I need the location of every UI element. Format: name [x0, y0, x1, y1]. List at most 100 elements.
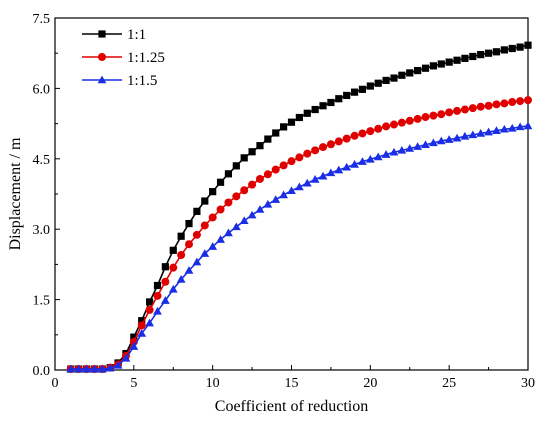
data-point — [201, 197, 209, 205]
data-point — [240, 154, 248, 162]
data-point — [516, 43, 524, 51]
data-point — [327, 98, 335, 107]
data-point — [177, 232, 185, 240]
data-point — [319, 102, 327, 110]
data-point — [350, 88, 359, 96]
data-point — [224, 170, 233, 178]
legend-item: 1:1 — [82, 27, 146, 43]
data-point — [160, 296, 170, 304]
data-point — [484, 101, 493, 110]
data-point — [397, 145, 407, 154]
data-point — [303, 149, 312, 158]
data-point — [271, 165, 280, 174]
legend-label: 1:1.25 — [127, 50, 165, 66]
data-point — [507, 123, 517, 132]
data-point — [365, 154, 375, 163]
data-point — [177, 251, 186, 260]
data-point — [272, 129, 280, 137]
series-line — [70, 125, 529, 370]
legend-item: 1:1.5 — [82, 73, 157, 89]
data-point — [382, 122, 391, 131]
data-point — [129, 342, 139, 350]
data-point — [500, 99, 509, 108]
data-point — [350, 131, 359, 140]
data-point — [153, 281, 162, 290]
data-point — [334, 165, 344, 174]
data-point — [468, 104, 477, 113]
data-point — [169, 263, 178, 272]
series-2 — [66, 121, 533, 373]
data-point — [452, 133, 462, 142]
data-point — [146, 298, 154, 306]
data-point — [445, 58, 453, 66]
data-point — [239, 216, 249, 225]
legend-marker — [98, 30, 106, 38]
x-tick-label: 5 — [130, 376, 137, 391]
data-point — [232, 192, 241, 201]
data-point — [271, 195, 281, 203]
data-point — [484, 49, 493, 57]
data-point — [335, 95, 343, 103]
data-point — [216, 205, 225, 214]
data-point — [193, 207, 201, 215]
data-point — [421, 140, 430, 149]
legend-label: 1:1.5 — [127, 73, 157, 89]
data-point — [66, 364, 76, 373]
data-point — [366, 82, 374, 90]
data-point — [524, 96, 532, 105]
data-point — [295, 113, 303, 122]
x-tick-label: 10 — [206, 376, 220, 391]
data-point — [200, 221, 209, 230]
data-point — [224, 228, 233, 237]
data-point — [161, 277, 170, 286]
axis-ticks: 0 5 10 15 20 25 30 0.0 1.5 3.0 4.5 6.0 7.5 — [33, 12, 536, 391]
data-point — [405, 144, 415, 152]
data-point — [208, 213, 217, 222]
data-point — [460, 131, 470, 140]
data-point — [342, 134, 351, 143]
y-tick-label: 4.5 — [33, 153, 51, 168]
data-point — [97, 364, 107, 373]
data-point — [436, 136, 446, 145]
data-point — [209, 188, 217, 196]
data-point — [185, 219, 193, 228]
data-point — [279, 190, 289, 199]
data-point — [74, 364, 84, 373]
data-point — [516, 97, 525, 106]
x-tick-label: 25 — [442, 376, 456, 391]
legend-marker — [97, 75, 107, 84]
y-tick-label: 0.0 — [33, 364, 51, 379]
data-point — [524, 41, 532, 49]
data-point — [311, 105, 319, 114]
data-point — [137, 328, 147, 337]
data-point — [318, 171, 328, 180]
data-point — [358, 85, 367, 93]
data-point — [82, 364, 91, 373]
data-point — [500, 46, 508, 54]
data-point — [476, 129, 486, 137]
y-tick-label: 7.5 — [33, 12, 51, 27]
data-point — [334, 137, 343, 146]
data-point — [145, 318, 154, 327]
data-point — [326, 168, 336, 177]
data-point — [185, 240, 194, 249]
legend-marker — [98, 53, 106, 61]
data-point — [153, 291, 162, 300]
data-point — [492, 100, 501, 109]
data-point — [453, 106, 462, 115]
data-point — [326, 140, 335, 149]
data-point — [287, 118, 296, 126]
data-point — [311, 146, 320, 155]
series-layer — [66, 41, 533, 374]
data-point — [460, 105, 469, 114]
data-point — [248, 148, 256, 156]
data-point — [429, 138, 438, 147]
data-point — [484, 127, 493, 136]
data-point — [295, 153, 304, 162]
data-point — [366, 127, 375, 136]
y-tick-label: 6.0 — [33, 82, 51, 97]
data-point — [263, 170, 272, 179]
data-point — [381, 150, 391, 158]
data-point — [374, 124, 383, 133]
